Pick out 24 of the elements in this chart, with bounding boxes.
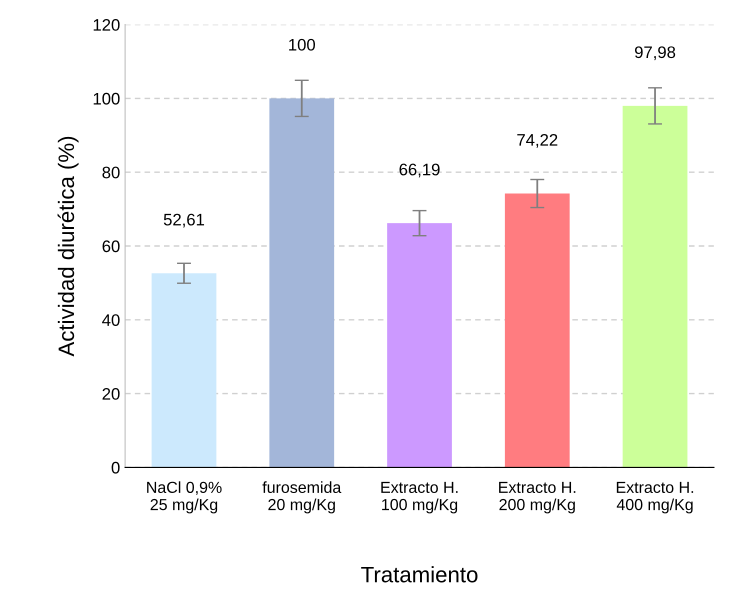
x-tick-label: furosemida 20 mg/Kg bbox=[262, 481, 342, 514]
bar bbox=[152, 273, 216, 468]
data-label: 97,98 bbox=[634, 46, 676, 60]
data-label: 66,19 bbox=[400, 164, 440, 178]
x-tick-label: Extracto H. 200 mg/Kg bbox=[499, 482, 576, 514]
x-tick-label: NaCl 0,9% 25 mg/Kg bbox=[147, 481, 222, 514]
y-tick-label: 120 bbox=[94, 19, 120, 31]
x-axis-title: Tratamiento bbox=[361, 566, 478, 582]
y-tick-label: 60 bbox=[102, 240, 120, 252]
bar bbox=[269, 98, 334, 468]
data-label: 100 bbox=[289, 38, 316, 51]
y-axis-title: Actividad diurética (%) bbox=[58, 136, 79, 356]
bar bbox=[387, 223, 452, 468]
x-tick-label: Extracto H. 100 mg/Kg bbox=[381, 482, 458, 514]
data-label: 74,22 bbox=[517, 134, 558, 148]
y-tick-label: 80 bbox=[102, 166, 120, 178]
y-tick-label: 100 bbox=[94, 92, 120, 105]
bar bbox=[504, 194, 570, 468]
y-tick-label: 40 bbox=[102, 314, 120, 326]
y-tick-label: 0 bbox=[112, 462, 120, 474]
x-tick-label: Extracto H. 400 mg/Kg bbox=[616, 482, 694, 514]
bar bbox=[622, 106, 688, 468]
data-label: 52,61 bbox=[164, 214, 204, 228]
y-tick-label: 20 bbox=[102, 388, 120, 400]
